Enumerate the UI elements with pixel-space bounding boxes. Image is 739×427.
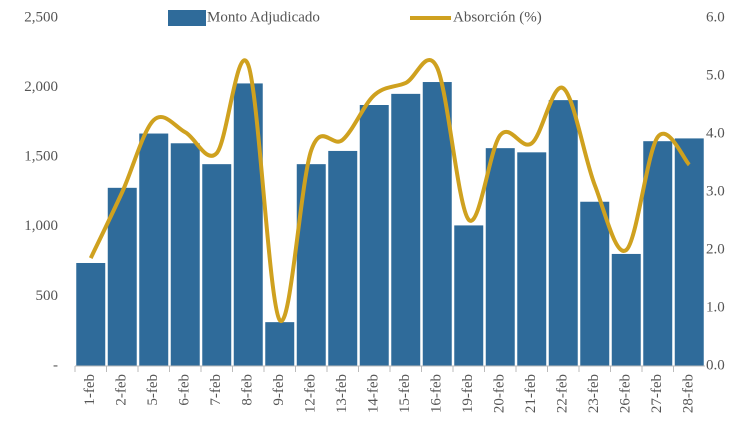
bar [674, 138, 704, 366]
legend-swatch [168, 10, 206, 26]
x-tick-label: 8-feb [240, 374, 256, 406]
x-tick-label: 13-feb [334, 374, 350, 413]
y-tick-label: 2,500 [24, 9, 58, 25]
x-tick-label: 5-feb [145, 374, 161, 406]
x-tick-label: 7-feb [208, 374, 224, 406]
y2-tick-label: 4.0 [706, 125, 725, 141]
y-tick-label: 2,000 [24, 79, 58, 95]
x-tick-label: 2-feb [114, 374, 130, 406]
bar [391, 93, 421, 366]
bar [265, 322, 295, 366]
bar [517, 152, 547, 366]
bar [76, 262, 106, 366]
x-tick-label: 15-feb [397, 374, 413, 413]
x-tick-label: 14-feb [366, 374, 382, 413]
bar [643, 141, 673, 366]
x-tick-label: 16-feb [429, 374, 445, 413]
x-tick-label: 19-feb [460, 374, 476, 413]
line [88, 58, 691, 323]
bar [422, 82, 452, 367]
y-tick-label: 500 [36, 288, 59, 304]
bar [202, 164, 232, 366]
x-tick-label: 6-feb [177, 374, 193, 406]
bar [328, 150, 358, 366]
y2-tick-label: 0.0 [706, 357, 725, 373]
bar [359, 105, 389, 366]
x-tick-label: 22-feb [555, 374, 571, 413]
y-tick-label: 1,000 [24, 218, 58, 234]
x-tick-label: 23-feb [586, 374, 602, 413]
y2-tick-label: 3.0 [706, 183, 725, 199]
x-tick-label: 27-feb [649, 374, 665, 413]
bar [107, 187, 137, 366]
y2-tick-label: 5.0 [706, 67, 725, 83]
x-tick-label: 28-feb [681, 374, 697, 413]
bar [139, 133, 169, 366]
x-tick-label: 1-feb [82, 374, 98, 406]
legend-label: Absorción (%) [453, 9, 542, 25]
bar [485, 148, 515, 366]
bar [548, 100, 578, 367]
y2-tick-label: 2.0 [706, 241, 725, 257]
x-tick-label: 20-feb [492, 374, 508, 413]
y2-tick-label: 6.0 [706, 9, 725, 25]
bar [580, 201, 610, 366]
x-tick-label: 26-feb [618, 374, 634, 413]
x-tick-label: 12-feb [303, 374, 319, 413]
y-tick-label: 1,500 [24, 149, 58, 165]
x-tick-label: 9-feb [271, 374, 287, 406]
legend-label: Monto Adjudicado [207, 9, 320, 25]
x-tick-label: 21-feb [523, 374, 539, 413]
y-tick-label: - [53, 357, 58, 373]
y2-tick-label: 1.0 [706, 299, 725, 315]
bar [170, 143, 200, 366]
bar [454, 225, 484, 366]
bar [611, 253, 641, 366]
